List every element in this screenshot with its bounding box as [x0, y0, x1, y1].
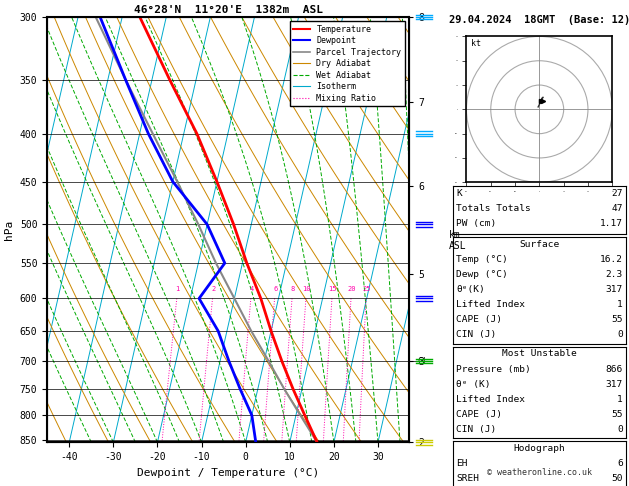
Legend: Temperature, Dewpoint, Parcel Trajectory, Dry Adiabat, Wet Adiabat, Isotherm, Mi: Temperature, Dewpoint, Parcel Trajectory… [290, 21, 404, 106]
Text: 16.2: 16.2 [599, 255, 623, 264]
Text: 55: 55 [611, 410, 623, 419]
Text: 4: 4 [249, 286, 253, 292]
Text: Pressure (mb): Pressure (mb) [456, 364, 531, 374]
Text: 1.17: 1.17 [599, 219, 623, 228]
Text: 55: 55 [611, 315, 623, 324]
Text: 866: 866 [606, 364, 623, 374]
Text: Dewp (°C): Dewp (°C) [456, 270, 508, 279]
Text: 1: 1 [617, 300, 623, 309]
Text: Surface: Surface [520, 240, 559, 249]
Text: 317: 317 [606, 380, 623, 389]
Text: 25: 25 [362, 286, 370, 292]
Text: CAPE (J): CAPE (J) [456, 315, 502, 324]
Text: Lifted Index: Lifted Index [456, 300, 525, 309]
Text: CIN (J): CIN (J) [456, 330, 496, 339]
Text: EH: EH [456, 459, 467, 469]
Text: 1: 1 [175, 286, 180, 292]
Text: CIN (J): CIN (J) [456, 425, 496, 434]
Title: 46°28'N  11°20'E  1382m  ASL: 46°28'N 11°20'E 1382m ASL [133, 5, 323, 15]
Text: θᵉ(K): θᵉ(K) [456, 285, 485, 294]
Y-axis label: hPa: hPa [4, 220, 14, 240]
X-axis label: Dewpoint / Temperature (°C): Dewpoint / Temperature (°C) [137, 468, 319, 478]
Text: θᵉ (K): θᵉ (K) [456, 380, 491, 389]
Text: PW (cm): PW (cm) [456, 219, 496, 228]
Text: 10: 10 [302, 286, 311, 292]
Text: Totals Totals: Totals Totals [456, 204, 531, 213]
Text: Most Unstable: Most Unstable [502, 349, 577, 359]
Text: SREH: SREH [456, 474, 479, 484]
Text: 2: 2 [211, 286, 215, 292]
Text: 20: 20 [347, 286, 355, 292]
Text: 50: 50 [611, 474, 623, 484]
Text: 2.3: 2.3 [606, 270, 623, 279]
Text: 6: 6 [273, 286, 277, 292]
Text: 29.04.2024  18GMT  (Base: 12): 29.04.2024 18GMT (Base: 12) [448, 15, 629, 25]
Text: –CL: –CL [413, 357, 428, 365]
Text: kt: kt [471, 39, 481, 48]
Text: 6: 6 [617, 459, 623, 469]
Text: 8: 8 [291, 286, 294, 292]
Text: Hodograph: Hodograph [513, 444, 565, 453]
Text: © weatheronline.co.uk: © weatheronline.co.uk [487, 468, 592, 477]
Text: 0: 0 [617, 330, 623, 339]
Text: 27: 27 [611, 189, 623, 198]
Text: CAPE (J): CAPE (J) [456, 410, 502, 419]
Y-axis label: km
ASL: km ASL [448, 230, 466, 251]
Text: 0: 0 [617, 425, 623, 434]
Text: Lifted Index: Lifted Index [456, 395, 525, 404]
Text: 1: 1 [617, 395, 623, 404]
Text: 15: 15 [328, 286, 337, 292]
Text: 317: 317 [606, 285, 623, 294]
Text: Temp (°C): Temp (°C) [456, 255, 508, 264]
Text: 47: 47 [611, 204, 623, 213]
Text: K: K [456, 189, 462, 198]
